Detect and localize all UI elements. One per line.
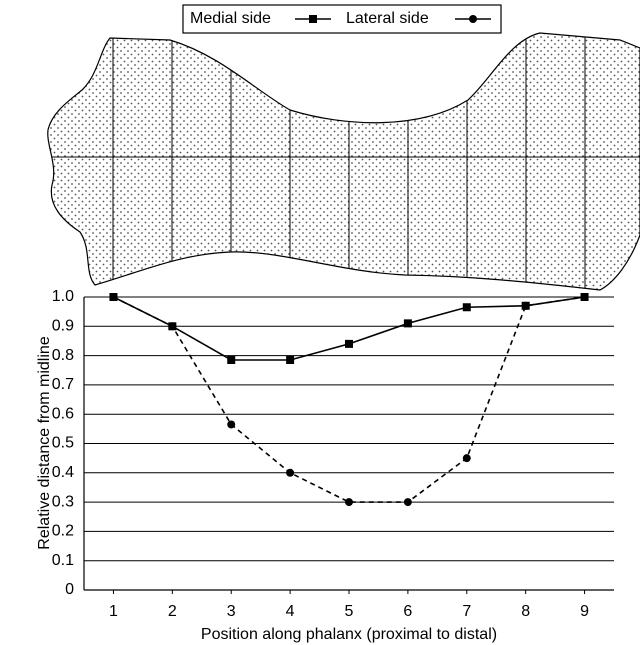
data-point [463,303,471,311]
x-tick-label: 4 [286,603,295,620]
data-point [227,420,235,428]
data-point [404,498,412,506]
series-line [113,297,584,502]
x-axis-label: Position along phalanx (proximal to dist… [201,626,497,643]
data-point [404,319,412,327]
y-tick-label: 0.1 [52,552,74,569]
data-point [286,469,294,477]
bone-outline [48,33,640,290]
data-point [581,293,589,301]
y-tick-label: 0.6 [52,405,74,422]
y-axis-label: Relative distance from midline [36,336,53,550]
x-tick-label: 3 [227,603,236,620]
y-tick-label: 0.8 [52,347,74,364]
y-tick-label: 0.2 [52,523,74,540]
legend-label: Medial side [190,10,271,27]
legend-swatch-marker [469,15,477,23]
y-tick-label: 0.3 [52,493,74,510]
y-tick-label: 0.7 [52,376,74,393]
data-point [463,454,471,462]
data-point [522,302,530,310]
data-point [168,322,176,330]
data-point [109,293,117,301]
legend-label: Lateral side [346,10,429,27]
y-tick-label: 0.9 [52,318,74,335]
data-point [345,340,353,348]
data-point [286,356,294,364]
x-tick-label: 6 [403,603,412,620]
y-tick-label: 1.0 [52,288,74,305]
legend-swatch-marker [309,15,317,23]
x-tick-label: 7 [462,603,471,620]
series-line [113,297,584,360]
x-tick-label: 5 [345,603,354,620]
y-tick-label: 0.4 [52,464,74,481]
x-tick-label: 1 [109,603,118,620]
data-point [345,498,353,506]
y-tick-label: 0 [65,581,74,598]
bone-illustration [40,30,640,295]
x-tick-label: 8 [521,603,530,620]
x-tick-label: 9 [580,603,589,620]
figure: Medial side Lateral side Relative distan… [0,0,640,645]
data-point [227,356,235,364]
x-tick-label: 2 [168,603,177,620]
y-tick-label: 0.5 [52,435,74,452]
